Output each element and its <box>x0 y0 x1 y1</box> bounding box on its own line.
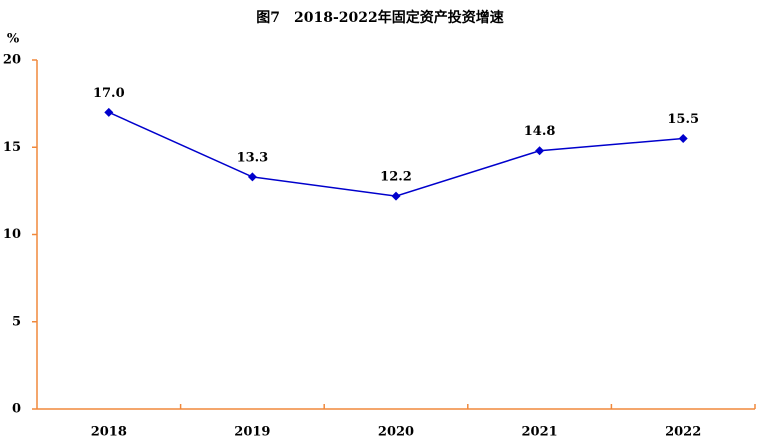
marker <box>391 191 401 201</box>
data-label: 17.0 <box>93 86 125 101</box>
y-tick-label: 15 <box>3 140 21 155</box>
x-tick-label: 2019 <box>234 425 270 440</box>
y-tick-label: 5 <box>12 314 21 329</box>
y-tick-label: 20 <box>3 53 21 68</box>
data-label: 12.2 <box>380 170 412 185</box>
marker <box>535 146 545 156</box>
data-label: 13.3 <box>237 150 269 165</box>
data-label: 14.8 <box>524 124 556 139</box>
x-tick-label: 2020 <box>378 425 414 440</box>
marker <box>247 172 257 182</box>
x-tick-label: 2018 <box>91 425 127 440</box>
x-tick-label: 2022 <box>665 425 701 440</box>
y-tick-label: 10 <box>3 227 21 242</box>
y-tick-label: 0 <box>12 402 21 417</box>
chart-title: 图7 2018-2022年固定资产投资增速 <box>256 9 503 26</box>
marker <box>104 107 114 117</box>
x-tick-label: 2021 <box>522 425 558 440</box>
data-label: 15.5 <box>667 112 699 127</box>
y-axis-unit: % <box>7 32 20 47</box>
marker <box>678 134 688 144</box>
